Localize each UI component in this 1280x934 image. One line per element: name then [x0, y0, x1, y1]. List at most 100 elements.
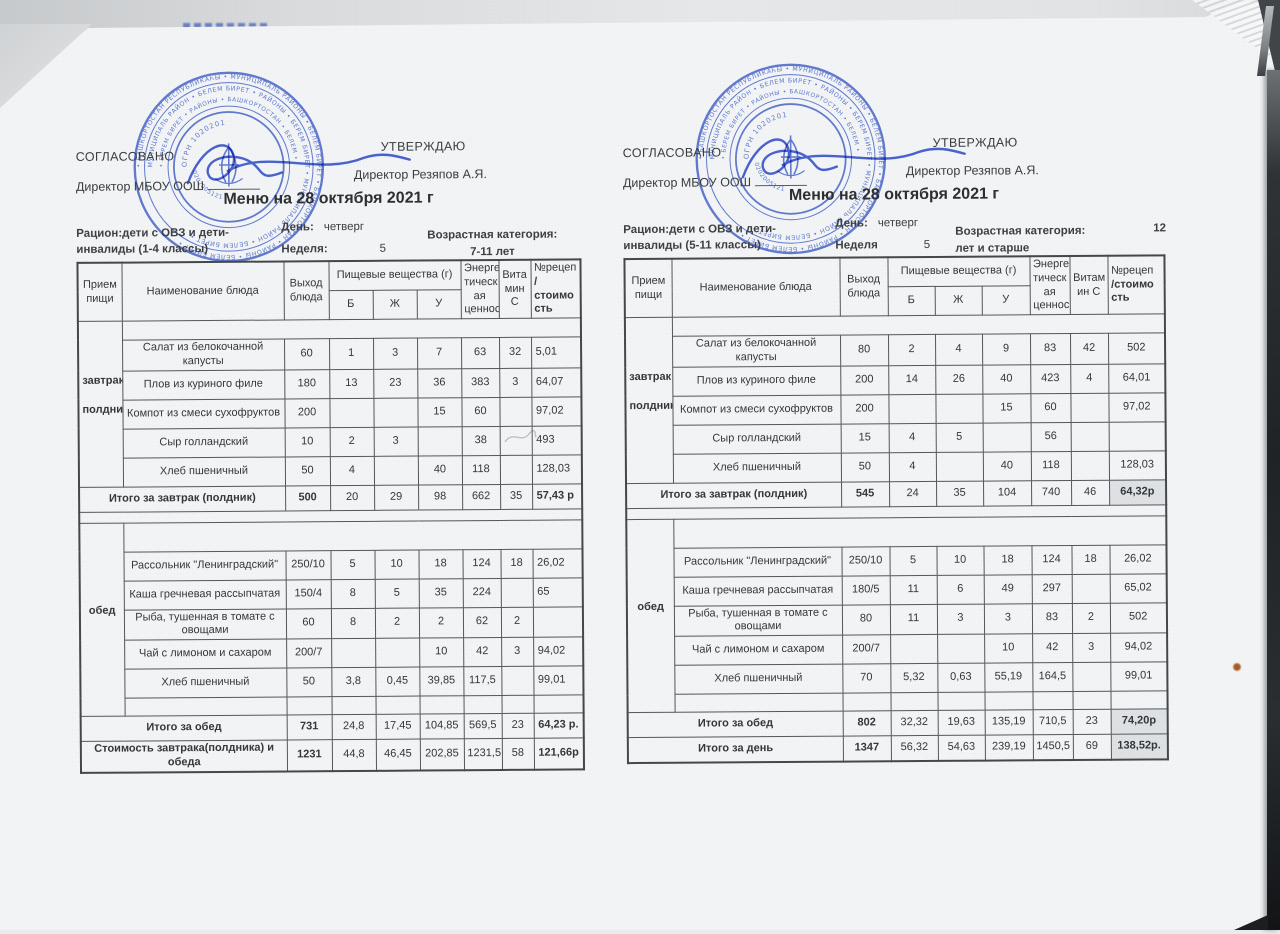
col-nutrients: Пищевые вещества (г) — [328, 260, 461, 291]
age-extra-number: 12 — [1153, 222, 1167, 235]
total-value-cell: 802 — [842, 710, 891, 737]
value-cell: 60 — [285, 608, 332, 639]
value-cell — [1070, 392, 1109, 422]
value-cell: 117,5 — [463, 666, 502, 696]
value-cell: 8 — [330, 578, 375, 609]
value-cell: 2 — [500, 606, 534, 638]
official-round-stamp: • БАШКОРТОСТАН РЕСПУБЛИКАҺЫ • МУНИЦИПАЛЬ… — [695, 63, 887, 255]
dish-row: Компот из смеси сухофруктов 200 15 60 97,02 — [625, 392, 1166, 425]
menu-table: Прием пищи Наименование блюда Выход блюда П… — [623, 254, 1169, 765]
grand-value-cell: 69 — [1072, 734, 1111, 760]
dish-name-cell: Рассольник "Ленинградский" — [673, 546, 842, 577]
value-cell: 10 — [984, 633, 1033, 664]
dish-row: Компот из смеси сухофруктов 200 15 60 97,02 — [78, 396, 582, 429]
approved-label: УТВЕРЖДАЮ — [932, 135, 1018, 150]
value-cell: 23 — [373, 368, 418, 398]
meal-total-row: Итого за завтрак (полдник) 500 20 29 98 662 35… — [79, 483, 583, 512]
meal-label-cell: обед — [79, 522, 125, 717]
week-row: Неделя 5 — [835, 239, 930, 252]
col-protein: Б — [328, 290, 373, 320]
dish-name-cell: Хлеб пшеничный — [124, 667, 287, 699]
value-cell: 94,02 — [533, 636, 584, 667]
value-cell: 502 — [1109, 602, 1168, 634]
value-cell: 200 — [284, 398, 330, 428]
dish-row: Хлеб пшеничный 50 4 40 118 128,03 — [626, 450, 1167, 483]
total-value-cell: 23 — [1072, 709, 1111, 735]
col-energy: Энерге- тическ ая ценнос — [1029, 255, 1070, 315]
value-cell: 15 — [417, 397, 462, 427]
value-cell: 18 — [1071, 544, 1110, 574]
value-cell: 97,02 — [1108, 392, 1166, 422]
total-value-cell: 20 — [330, 484, 375, 511]
total-value-cell: 32,32 — [890, 710, 938, 736]
value-cell: 423 — [1030, 363, 1071, 394]
grand-value-cell: 121,66р — [533, 737, 585, 770]
grand-value-cell: 138,52р. — [1110, 733, 1168, 760]
value-cell: 3 — [373, 426, 418, 456]
signature — [741, 138, 966, 179]
day-label: День: — [281, 221, 314, 234]
value-cell — [1110, 690, 1168, 710]
value-cell — [1032, 691, 1073, 710]
dish-name-cell: Чай с лимоном и сахаром — [124, 638, 287, 670]
total-value-cell: 57,43 р — [532, 483, 583, 509]
value-cell: 64,07 — [531, 367, 582, 397]
dish-row: Сыр голландский 10 2 3 38 493 — [79, 425, 582, 458]
week-value: 5 — [379, 242, 387, 255]
total-label-cell: Итого за завтрак (полдник) — [626, 481, 842, 509]
value-cell — [533, 694, 584, 714]
value-cell — [532, 606, 584, 638]
dish-name-cell: Сыр голландский — [672, 423, 841, 454]
grand-value-cell: 239,19 — [984, 734, 1033, 761]
value-cell: 80 — [839, 334, 889, 366]
age-category: Возрастная категория: лет и старше — [955, 223, 1130, 258]
dish-row: Хлеб пшеничный 50 3,8 0,45 39,85 117,5 99,01 — [80, 665, 584, 699]
value-cell: 50 — [286, 667, 332, 697]
dish-name-cell: Салат из белокочанной капусты — [122, 338, 285, 371]
meal-label: завтрак — [82, 374, 124, 387]
col-carbs: У — [981, 285, 1030, 316]
value-cell: 26 — [935, 364, 983, 394]
value-cell: 4 — [329, 455, 375, 486]
col-nutrients: Пищевые вещества (г) — [887, 256, 1030, 287]
approver-name: Директор Резяпов А.Я. — [353, 167, 487, 182]
total-label-cell: Итого за обед — [627, 711, 843, 738]
dish-name-cell: Салат из белокочанной капусты — [671, 335, 841, 367]
value-cell: 65 — [532, 577, 583, 607]
value-cell — [1108, 421, 1166, 451]
value-cell: 3,8 — [331, 667, 376, 697]
value-cell: 180 — [284, 369, 330, 399]
value-cell: 250/10 — [841, 546, 890, 576]
band-cell — [673, 515, 1167, 548]
dish-name-cell: Плов из куриного филе — [122, 369, 285, 400]
value-cell: 5,32 — [890, 663, 938, 693]
total-value-cell: 135,19 — [984, 709, 1033, 736]
value-cell: 5 — [374, 578, 419, 608]
value-cell: 0,63 — [937, 663, 985, 693]
value-cell: 164,5 — [1032, 662, 1073, 692]
col-vitamin-c: Вита мин С — [498, 259, 531, 319]
grand-value-cell: 56,32 — [890, 735, 938, 762]
meal-label-cell: завтрак полдник — [624, 317, 674, 484]
signature-blank — [754, 172, 807, 187]
value-cell: 40 — [982, 451, 1032, 481]
value-cell — [1072, 662, 1111, 692]
value-cell: 62 — [462, 606, 502, 638]
total-value-cell: 46 — [1071, 479, 1110, 505]
value-cell: 118 — [1030, 450, 1072, 481]
total-value-cell: 29 — [374, 484, 419, 510]
value-cell: 60 — [461, 396, 500, 427]
value-cell — [982, 422, 1031, 452]
value-cell: 9 — [981, 333, 1031, 365]
total-value-cell: 662 — [462, 483, 501, 510]
total-value-cell: 104 — [983, 480, 1032, 506]
value-cell: 502 — [1107, 332, 1166, 364]
meal-total-row: Итого за обед 802 32,32 19,63 135,19 710,5 23 7… — [627, 708, 1168, 738]
value-cell: 40 — [417, 455, 463, 485]
total-value-cell: 17,45 — [375, 714, 420, 740]
grand-value-cell: 44,8 — [331, 739, 377, 771]
total-value-cell: 64,23 р. — [533, 712, 584, 739]
value-cell: 150/4 — [285, 579, 331, 609]
value-cell: 200 — [840, 365, 889, 395]
recipe-label: №рецеп — [1111, 264, 1154, 277]
